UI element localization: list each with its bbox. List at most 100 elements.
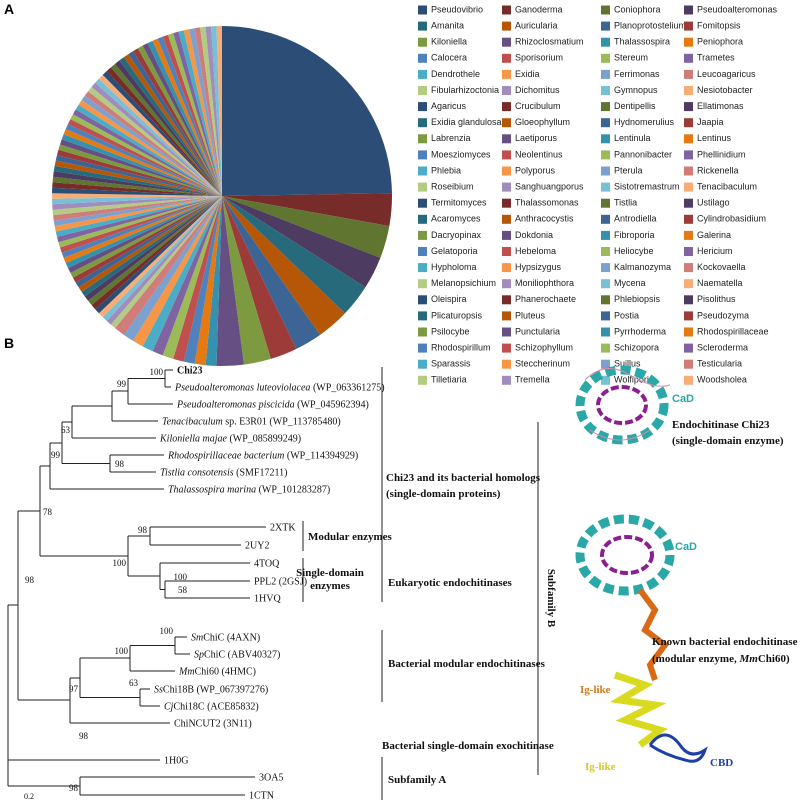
- leaf-label: Rhodospirillaceae bacterium (WP_11439492…: [167, 451, 358, 462]
- legend-label: Phellinidium: [697, 149, 746, 159]
- leaf-label: ChiNCUT2 (3N11): [174, 719, 252, 730]
- pie-slice: [194, 196, 222, 366]
- leaf-label-part: sp. E3R01 (WP_113785480): [223, 417, 341, 428]
- structure-label: CaD: [675, 541, 697, 553]
- leaf-label: CjChi18C (ACE85832): [164, 702, 259, 713]
- legend-label: Pannonibacter: [614, 149, 672, 159]
- pie-slice: [81, 196, 222, 297]
- legend-label: Neolentinus: [515, 149, 563, 159]
- leaf-label-part: (WP_101283287): [256, 485, 330, 496]
- legend-swatch: [502, 150, 511, 160]
- legend-swatch: [502, 263, 511, 273]
- legend-label: Exidia glandulosa: [431, 117, 502, 127]
- legend-swatch: [601, 102, 610, 112]
- pie-slice: [222, 196, 390, 258]
- leaf-label-part: (SMF17211): [234, 468, 288, 479]
- legend-swatch: [418, 247, 427, 256]
- legend-label: Sistotremastrum: [614, 181, 680, 191]
- pie-slice: [75, 104, 222, 196]
- pie-slice: [106, 196, 222, 325]
- legend-swatch: [601, 230, 610, 240]
- legend-label: Dokdonia: [515, 230, 553, 240]
- pie-slice: [167, 33, 222, 197]
- leaf-label-part: Rhodospirillaceae bacterium: [167, 451, 284, 462]
- pie-slice: [137, 45, 222, 196]
- legend-swatch: [601, 134, 610, 144]
- legend-label: Dentipellis: [614, 101, 656, 111]
- bootstrap-value: 98: [115, 459, 125, 469]
- leaf-label-part: (WP_045962394): [295, 400, 369, 411]
- pie-slice: [178, 30, 222, 197]
- legend-label: Amanita: [431, 20, 464, 30]
- pie-slice: [59, 139, 222, 196]
- clade-label: Bacterial modular endochitinases: [388, 658, 546, 670]
- legend-label: Hebeloma: [515, 246, 556, 256]
- structure-label: CaD: [672, 393, 694, 405]
- pie-slice: [173, 31, 222, 197]
- legend-swatch: [601, 37, 610, 47]
- legend-label: Gymnopus: [614, 85, 658, 95]
- legend-label: Nesiotobacter: [697, 85, 753, 95]
- legend-swatch: [684, 279, 693, 289]
- clade-label: Subfamily A: [388, 774, 446, 786]
- leaf-label-part: PPL2 (2GSJ): [254, 577, 307, 588]
- legend-label: Melanopsichium: [431, 278, 496, 288]
- legend-label: Steccherinum: [515, 359, 570, 369]
- bootstrap-value: 100: [174, 572, 188, 582]
- legend-label: Hericium: [697, 246, 733, 256]
- legend-swatch: [684, 359, 693, 369]
- legend-label: Schizophyllum: [515, 342, 573, 352]
- leaf-label-part: 1HVQ: [254, 594, 281, 605]
- leaf-label-part: Sp: [194, 650, 204, 661]
- legend-label: Calocera: [431, 53, 467, 63]
- leaf-label-part: Pseudoalteromonas luteoviolacea: [174, 383, 310, 394]
- legend-swatch: [502, 230, 511, 240]
- clade-label: Single-domain: [296, 567, 364, 579]
- structure-label: CBD: [710, 757, 733, 769]
- bootstrap-value: 100: [115, 646, 129, 656]
- legend-label: Fibularhizoctonia: [431, 85, 499, 95]
- pie-slice: [67, 119, 222, 196]
- pie-slice: [123, 196, 222, 341]
- pie-slice: [88, 196, 223, 306]
- legend-label: Hypsizygus: [515, 262, 562, 272]
- structure-subtitle: (modular enzyme, MmChi60): [652, 653, 790, 665]
- legend-label: Hypholoma: [431, 262, 477, 272]
- legend-swatch: [684, 134, 693, 144]
- leaf-label: SsChi18B (WP_067397276): [154, 685, 268, 696]
- tree-branches: [7, 369, 266, 796]
- leaf-label-part: Ss: [154, 685, 163, 696]
- leaf-label: Kiloniella majae (WP_085899249): [159, 434, 301, 445]
- legend-label: Sporisorium: [515, 53, 563, 63]
- legend-swatch: [684, 311, 693, 321]
- legend-label: Kalmanozyma: [614, 262, 671, 272]
- legend-swatch: [418, 5, 427, 15]
- legend-swatch: [684, 182, 693, 192]
- legend-swatch: [684, 37, 693, 47]
- legend-label: Pterula: [614, 165, 643, 175]
- pie-slice: [91, 196, 222, 310]
- legend-label: Pseudovibrio: [431, 4, 483, 14]
- legend-swatch: [418, 214, 427, 224]
- legend: Pseudovibrio Ganoderma Coniophora Pseudoalt…: [418, 4, 778, 385]
- leaf-label-part: 2UY2: [245, 541, 269, 552]
- legend-swatch: [502, 118, 511, 128]
- pie-slice: [102, 71, 222, 196]
- leaf-label-part: (WP_063361275): [310, 383, 384, 394]
- legend-swatch: [502, 21, 511, 31]
- legend-swatch: [684, 86, 693, 95]
- subfamily-label: Subfamily B: [545, 569, 557, 628]
- leaf-label: PPL2 (2GSJ): [254, 577, 307, 588]
- pie-slice: [53, 196, 223, 221]
- leaf-label-part: (WP_085899249): [227, 434, 301, 445]
- pie-slice: [53, 165, 222, 196]
- legend-swatch: [601, 247, 610, 256]
- leaf-label-part: Chi18C (ACE85832): [173, 702, 258, 713]
- pie-slice: [115, 60, 222, 196]
- legend-label: Rhodospirillaceae: [697, 326, 769, 336]
- pie-slice: [152, 196, 222, 356]
- legend-swatch: [418, 198, 427, 208]
- legend-label: Psilocybe: [431, 326, 470, 336]
- leaf-label-part: Kiloniella majae: [159, 434, 228, 445]
- legend-label: Dendrothele: [431, 69, 480, 79]
